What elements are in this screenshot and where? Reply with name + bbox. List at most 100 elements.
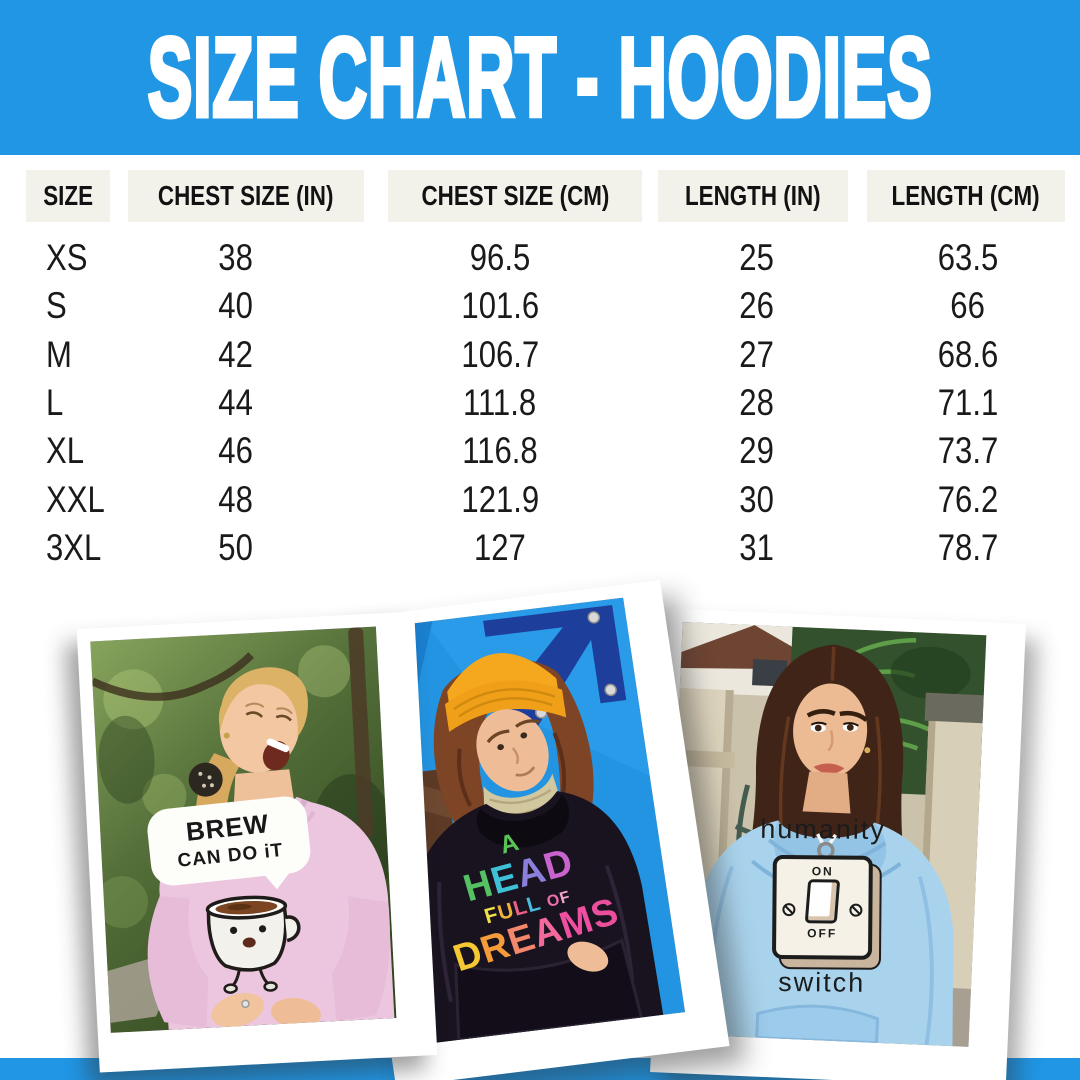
table-cell-chest-in: 50	[128, 524, 344, 572]
table-cell-value: S	[46, 285, 67, 327]
table-cell-value: XL	[46, 430, 85, 472]
table-row-L: L 44 111.8 28 71.1	[0, 379, 1080, 427]
column-header-chest-cm: CHEST SIZE (CM)	[388, 170, 642, 222]
table-cell-value: 40	[218, 285, 254, 327]
table-row-S: S 40 101.6 26 66	[0, 282, 1080, 330]
table-cell-value: 76.2	[937, 478, 999, 520]
table-cell-value: 46	[218, 430, 254, 472]
table-cell-size: M	[46, 331, 166, 379]
light-switch-plate: ON OFF	[771, 854, 873, 960]
table-cell-value: 101.6	[461, 285, 539, 327]
table-cell-size: XL	[46, 427, 166, 475]
table-cell-chest-cm: 106.7	[388, 331, 612, 379]
table-row-XL: XL 46 116.8 29 73.7	[0, 427, 1080, 475]
hoodie-text-humanity: humanity	[760, 813, 887, 845]
table-cell-value: 31	[739, 526, 775, 568]
table-cell-value: 42	[218, 333, 254, 375]
table-cell-value: 27	[739, 333, 775, 375]
table-cell-value: XXL	[46, 478, 105, 520]
column-header-label: CHEST SIZE (IN)	[158, 180, 334, 211]
switch-on-label: ON	[811, 864, 834, 879]
table-cell-size: 3XL	[46, 524, 166, 572]
table-cell-chest-cm: 101.6	[388, 282, 612, 330]
table-cell-chest-in: 48	[128, 476, 344, 524]
table-cell-chest-in: 42	[128, 331, 344, 379]
table-cell-value: 38	[218, 237, 254, 278]
table-cell-length-in: 30	[658, 476, 856, 524]
table-row-XXL: XXL 48 121.9 30 76.2	[0, 476, 1080, 524]
table-cell-value: 106.7	[461, 333, 539, 375]
table-cell-chest-in: 46	[128, 427, 344, 475]
photo-blue-hoodie-image: humanity ON OFF switch	[664, 622, 987, 1047]
table-cell-value: 96.5	[469, 237, 531, 278]
screw-icon	[782, 903, 796, 917]
page-title: SIZE CHART - HOODIES	[146, 14, 933, 140]
photo-blue-hoodie: humanity ON OFF switch	[650, 608, 1026, 1080]
table-cell-length-in: 26	[658, 282, 856, 330]
table-cell-value: 28	[739, 381, 775, 423]
table-cell-value: 111.8	[463, 381, 537, 423]
table-cell-size: S	[46, 282, 166, 330]
table-cell-value: 73.7	[937, 430, 999, 472]
photo-pink-hoodie-image: BREW CAN DO iT	[90, 626, 397, 1033]
table-cell-chest-cm: 121.9	[388, 476, 612, 524]
table-cell-value: L	[46, 381, 64, 423]
switch-toggle	[804, 879, 841, 924]
table-cell-chest-in: 38	[128, 234, 344, 282]
table-cell-value: 71.1	[937, 381, 999, 423]
column-header-label: LENGTH (CM)	[891, 180, 1041, 211]
table-cell-value: 26	[739, 285, 775, 327]
table-cell-value: 78.7	[937, 526, 999, 568]
table-cell-value: 3XL	[46, 526, 102, 568]
table-row-3XL: 3XL 50 127 31 78.7	[0, 524, 1080, 572]
table-cell-value: 29	[739, 430, 775, 472]
table-cell-length-cm: 66	[867, 282, 1069, 330]
column-header-size: SIZE	[26, 170, 110, 222]
table-cell-size: L	[46, 379, 166, 427]
title-banner: SIZE CHART - HOODIES	[0, 0, 1080, 155]
photo-pink-hoodie: BREW CAN DO iT	[76, 611, 438, 1073]
table-cell-value: 44	[218, 381, 254, 423]
screw-icon	[849, 903, 863, 917]
table-cell-length-cm: 78.7	[867, 524, 1069, 572]
column-header-label: LENGTH (IN)	[685, 180, 821, 211]
table-cell-length-cm: 76.2	[867, 476, 1069, 524]
table-cell-value: XS	[46, 237, 88, 278]
hoodie-text-switch: switch	[778, 966, 866, 998]
table-cell-length-in: 29	[658, 427, 856, 475]
table-cell-value: 50	[218, 526, 254, 568]
column-header-label: CHEST SIZE (CM)	[421, 180, 609, 211]
table-cell-chest-cm: 96.5	[388, 234, 612, 282]
table-cell-chest-in: 44	[128, 379, 344, 427]
table-cell-length-cm: 68.6	[867, 331, 1069, 379]
column-header-length-cm: LENGTH (CM)	[867, 170, 1065, 222]
speech-bubble: BREW CAN DO iT	[145, 794, 313, 890]
column-header-chest-in: CHEST SIZE (IN)	[128, 170, 364, 222]
switch-off-label: OFF	[807, 926, 838, 941]
table-cell-chest-cm: 111.8	[388, 379, 612, 427]
table-cell-size: XS	[46, 234, 166, 282]
table-cell-value: 116.8	[462, 430, 538, 472]
table-row-XS: XS 38 96.5 25 63.5	[0, 234, 1080, 282]
table-cell-length-cm: 71.1	[867, 379, 1069, 427]
column-header-length-in: LENGTH (IN)	[658, 170, 848, 222]
table-cell-chest-cm: 127	[388, 524, 612, 572]
table-cell-chest-in: 40	[128, 282, 344, 330]
column-header-label: SIZE	[43, 180, 93, 211]
table-cell-value: 66	[950, 285, 986, 327]
table-cell-length-cm: 63.5	[867, 234, 1069, 282]
table-cell-length-in: 28	[658, 379, 856, 427]
table-cell-value: 30	[739, 478, 775, 520]
table-cell-value: 25	[739, 237, 775, 278]
mug-cartoon	[205, 895, 301, 994]
table-cell-value: M	[46, 333, 72, 375]
table-cell-value: 121.9	[461, 478, 539, 520]
table-cell-length-in: 31	[658, 524, 856, 572]
table-cell-value: 63.5	[937, 237, 999, 278]
table-cell-size: XXL	[46, 476, 166, 524]
size-table-rows: XS 38 96.5 25 63.5 S 40 101.6 26 66 M 42 106.7 27 68.6…	[0, 234, 1080, 572]
table-cell-chest-cm: 116.8	[388, 427, 612, 475]
table-cell-length-in: 25	[658, 234, 856, 282]
table-cell-length-cm: 73.7	[867, 427, 1069, 475]
